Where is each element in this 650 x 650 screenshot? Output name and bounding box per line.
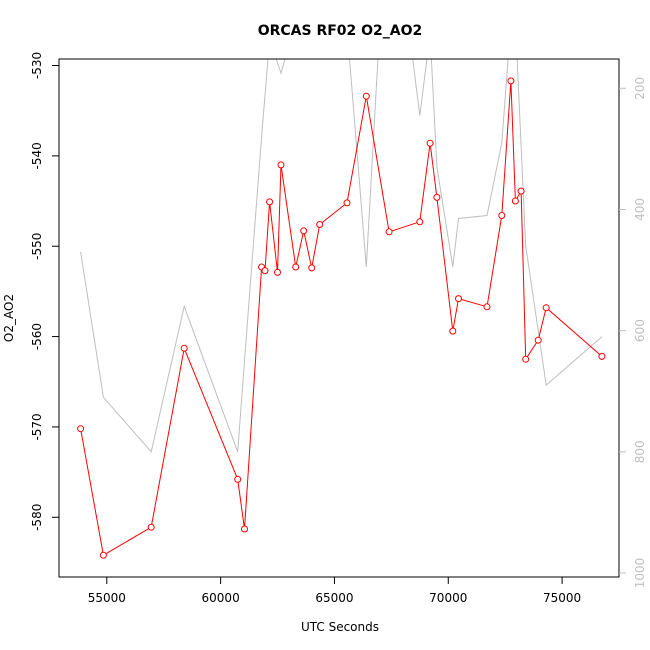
x-tick-label: 75000 bbox=[543, 591, 581, 605]
data-point bbox=[426, 139, 434, 147]
y2-tick-label: 800 bbox=[633, 440, 647, 463]
y-tick-label: -560 bbox=[30, 323, 44, 350]
data-point bbox=[362, 92, 370, 100]
data-point bbox=[498, 212, 506, 219]
chart-title: ORCAS RF02 O2_AO2 bbox=[258, 23, 423, 39]
data-point bbox=[147, 523, 155, 531]
data-point bbox=[316, 221, 324, 228]
x-axis: 55000 60000 65000 70000 75000 bbox=[88, 577, 581, 605]
data-point bbox=[511, 197, 519, 205]
y-tick-label: -580 bbox=[30, 504, 44, 531]
y-tick-label: -550 bbox=[30, 233, 44, 260]
data-point bbox=[343, 199, 351, 207]
series-line-o2-ao2 bbox=[80, 80, 603, 556]
data-point bbox=[522, 355, 530, 363]
data-point bbox=[241, 525, 248, 533]
x-tick-label: 60000 bbox=[202, 591, 240, 605]
data-point bbox=[234, 475, 242, 483]
data-point bbox=[385, 228, 393, 236]
x-axis-label: UTC Seconds bbox=[301, 620, 379, 634]
y2-tick-label: 200 bbox=[633, 77, 647, 100]
data-point bbox=[534, 336, 542, 344]
y2-tick-label: 600 bbox=[633, 319, 647, 342]
data-point bbox=[99, 551, 107, 559]
data-point bbox=[180, 344, 188, 352]
data-point bbox=[507, 77, 515, 85]
y-tick-label: -530 bbox=[30, 52, 44, 79]
data-point bbox=[274, 268, 281, 276]
data-point bbox=[542, 304, 550, 312]
data-point bbox=[433, 193, 441, 201]
data-point bbox=[517, 187, 525, 195]
data-point bbox=[598, 352, 606, 360]
y-axis-right: 200 400 600 800 1000 bbox=[619, 77, 647, 588]
plot-area bbox=[77, 59, 606, 559]
data-point bbox=[416, 218, 424, 226]
data-point bbox=[300, 227, 308, 235]
data-point bbox=[455, 295, 462, 303]
data-point bbox=[266, 198, 274, 206]
series-line-right-axis bbox=[80, 59, 603, 453]
y-tick-label: -540 bbox=[30, 142, 44, 169]
plot-frame bbox=[58, 58, 620, 578]
data-point bbox=[483, 303, 491, 311]
y-axis-label: O2_AO2 bbox=[2, 294, 16, 342]
y2-tick-label: 1000 bbox=[633, 558, 647, 589]
data-point bbox=[449, 327, 457, 335]
data-point bbox=[277, 161, 285, 169]
y-axis-left: -530 -540 -550 -560 -570 -580 bbox=[30, 52, 59, 531]
x-tick-label: 55000 bbox=[88, 591, 126, 605]
data-point bbox=[308, 264, 316, 272]
data-point bbox=[77, 425, 85, 433]
data-point bbox=[261, 267, 269, 275]
x-tick-label: 65000 bbox=[315, 591, 353, 605]
x-tick-label: 70000 bbox=[429, 591, 467, 605]
data-point bbox=[292, 263, 300, 271]
y-tick-label: -570 bbox=[30, 413, 44, 440]
y2-tick-label: 400 bbox=[633, 198, 647, 221]
